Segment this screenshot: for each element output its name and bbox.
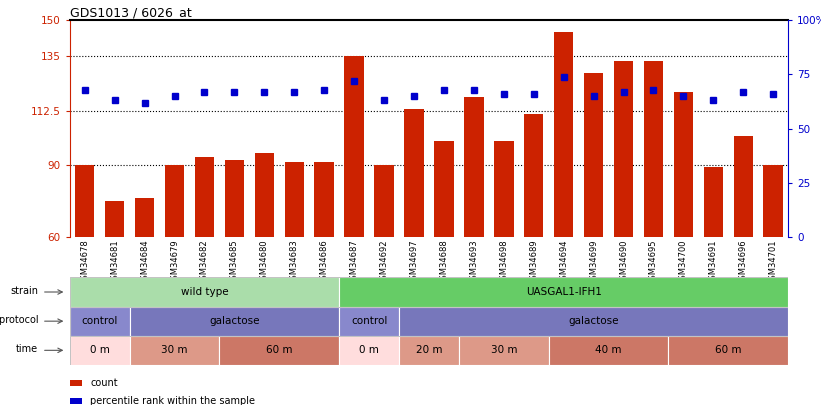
Bar [339, 307, 399, 336]
Text: 60 m: 60 m [266, 345, 292, 355]
Text: control: control [81, 316, 118, 326]
Bar [70, 307, 130, 336]
Bar [548, 336, 668, 365]
Text: strain: strain [11, 286, 39, 296]
Text: 60 m: 60 m [715, 345, 741, 355]
Bar [399, 336, 459, 365]
Bar [70, 277, 339, 307]
Bar [584, 73, 603, 382]
Text: 40 m: 40 m [595, 345, 621, 355]
Text: 20 m: 20 m [415, 345, 443, 355]
Text: control: control [351, 316, 388, 326]
Bar [70, 380, 82, 386]
Text: growth protocol: growth protocol [0, 315, 39, 325]
Text: time: time [16, 344, 39, 354]
Bar [255, 153, 274, 382]
Text: UASGAL1-IFH1: UASGAL1-IFH1 [525, 287, 602, 297]
Text: 0 m: 0 m [89, 345, 110, 355]
Text: wild type: wild type [181, 287, 228, 297]
Bar [399, 307, 788, 336]
Bar [135, 198, 154, 382]
Bar [105, 201, 125, 382]
Bar [459, 336, 548, 365]
Bar [733, 136, 753, 382]
Bar [345, 56, 364, 382]
Text: 30 m: 30 m [161, 345, 188, 355]
Bar [668, 336, 788, 365]
Bar [314, 162, 334, 382]
Bar [339, 336, 399, 365]
Text: galactose: galactose [209, 316, 259, 326]
Bar [764, 165, 783, 382]
Text: GDS1013 / 6026_at: GDS1013 / 6026_at [70, 6, 191, 19]
Bar [70, 336, 130, 365]
Text: 0 m: 0 m [359, 345, 379, 355]
Text: galactose: galactose [568, 316, 619, 326]
Bar [70, 399, 82, 404]
Bar [165, 165, 184, 382]
Text: count: count [90, 378, 118, 388]
Text: percentile rank within the sample: percentile rank within the sample [90, 396, 255, 405]
Bar [339, 277, 788, 307]
Bar [219, 336, 339, 365]
Bar [524, 114, 544, 382]
Bar [225, 160, 244, 382]
Bar [130, 336, 219, 365]
Bar [374, 165, 394, 382]
Bar [464, 97, 484, 382]
Bar [404, 109, 424, 382]
Bar [494, 141, 513, 382]
Bar [674, 92, 693, 382]
Bar [614, 61, 633, 382]
Bar [75, 165, 94, 382]
Bar [195, 158, 214, 382]
Bar [130, 307, 339, 336]
Bar [704, 167, 723, 382]
Bar [554, 32, 573, 382]
Bar [285, 162, 304, 382]
Bar [644, 61, 663, 382]
Bar [434, 141, 454, 382]
Text: 30 m: 30 m [491, 345, 517, 355]
